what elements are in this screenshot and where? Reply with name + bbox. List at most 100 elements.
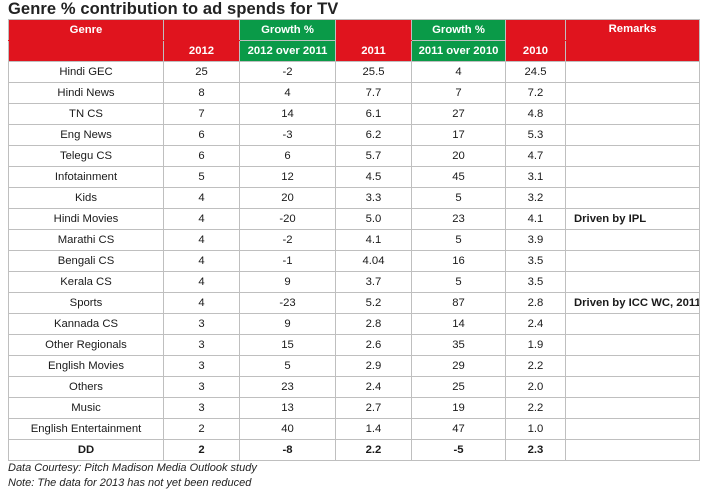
- value-2012-cell: 8: [163, 82, 240, 104]
- genre-cell: Kids: [8, 187, 164, 209]
- growth-2011-cell: 20: [411, 145, 506, 167]
- genre-cell: Kannada CS: [8, 313, 164, 335]
- table-row: Music 3 13 2.7 19 2.2: [8, 397, 700, 419]
- value-2012-cell: 3: [163, 313, 240, 335]
- value-2012-cell: 2: [163, 418, 240, 440]
- growth-2012-cell: 20: [239, 187, 336, 209]
- genre-cell: Hindi GEC: [8, 61, 164, 83]
- growth-2012-cell: 9: [239, 271, 336, 293]
- value-2011-cell: 2.4: [335, 376, 412, 398]
- remarks-cell: [565, 124, 700, 146]
- table-row: Hindi Movies 4 -20 5.0 23 4.1 Driven by IPL: [8, 208, 700, 230]
- value-2012-cell: 4: [163, 250, 240, 272]
- value-2011-cell: 25.5: [335, 61, 412, 83]
- value-2011-cell: 5.7: [335, 145, 412, 167]
- growth-2011-cell: 27: [411, 103, 506, 125]
- page-title: Genre % contribution to ad spends for TV: [8, 0, 339, 18]
- table-row: Bengali CS 4 -1 4.04 16 3.5: [8, 250, 700, 272]
- growth-2012-cell: 9: [239, 313, 336, 335]
- ad-spends-table: Genre Growth % Growth % Remarks 2012 201…: [8, 19, 700, 461]
- value-2010-cell: 3.2: [505, 187, 566, 209]
- growth-2012-cell: -2: [239, 229, 336, 251]
- genre-cell: TN CS: [8, 103, 164, 125]
- value-2010-cell: 3.5: [505, 250, 566, 272]
- header-growth-2012-bottom: 2012 over 2011: [239, 40, 336, 62]
- header-growth-2011-top: Growth %: [411, 19, 506, 41]
- growth-2012-cell: -8: [239, 439, 336, 461]
- table-row: Sports 4 -23 5.2 87 2.8 Driven by ICC WC, 2011: [8, 292, 700, 314]
- data-note: Note: The data for 2013 has not yet been…: [8, 477, 252, 489]
- genre-cell: Hindi News: [8, 82, 164, 104]
- growth-2011-cell: 45: [411, 166, 506, 188]
- header-2012-top: [163, 19, 240, 41]
- growth-2012-cell: 4: [239, 82, 336, 104]
- table-row: English Movies 3 5 2.9 29 2.2: [8, 355, 700, 377]
- table-row: Kannada CS 3 9 2.8 14 2.4: [8, 313, 700, 335]
- value-2012-cell: 7: [163, 103, 240, 125]
- value-2010-cell: 5.3: [505, 124, 566, 146]
- value-2011-cell: 5.0: [335, 208, 412, 230]
- growth-2012-cell: -2: [239, 61, 336, 83]
- table-row: Marathi CS 4 -2 4.1 5 3.9: [8, 229, 700, 251]
- value-2010-cell: 4.8: [505, 103, 566, 125]
- remarks-cell: [565, 271, 700, 293]
- value-2010-cell: 3.5: [505, 271, 566, 293]
- remarks-cell: [565, 397, 700, 419]
- table-row: English Entertainment 2 40 1.4 47 1.0: [8, 418, 700, 440]
- growth-2012-cell: 23: [239, 376, 336, 398]
- genre-cell: Other Regionals: [8, 334, 164, 356]
- value-2010-cell: 2.4: [505, 313, 566, 335]
- header-genre-bottom: [8, 40, 164, 62]
- remarks-cell: [565, 334, 700, 356]
- value-2012-cell: 4: [163, 187, 240, 209]
- value-2011-cell: 1.4: [335, 418, 412, 440]
- header-2011: 2011: [335, 40, 412, 62]
- remarks-cell: [565, 229, 700, 251]
- growth-2011-cell: 16: [411, 250, 506, 272]
- table-row: Eng News 6 -3 6.2 17 5.3: [8, 124, 700, 146]
- remarks-cell: [565, 376, 700, 398]
- header-2011-top: [335, 19, 412, 41]
- remarks-cell: Driven by IPL: [565, 208, 700, 230]
- value-2010-cell: 4.1: [505, 208, 566, 230]
- growth-2011-cell: 14: [411, 313, 506, 335]
- value-2012-cell: 3: [163, 334, 240, 356]
- value-2010-cell: 3.9: [505, 229, 566, 251]
- table-row: Infotainment 5 12 4.5 45 3.1: [8, 166, 700, 188]
- remarks-cell: [565, 61, 700, 83]
- growth-2012-cell: 6: [239, 145, 336, 167]
- growth-2012-cell: 15: [239, 334, 336, 356]
- value-2010-cell: 4.7: [505, 145, 566, 167]
- remarks-cell: [565, 250, 700, 272]
- table-row: Telegu CS 6 6 5.7 20 4.7: [8, 145, 700, 167]
- remarks-cell: Driven by ICC WC, 2011: [565, 292, 700, 314]
- value-2011-cell: 2.6: [335, 334, 412, 356]
- table-row: Kerala CS 4 9 3.7 5 3.5: [8, 271, 700, 293]
- growth-2011-cell: 5: [411, 187, 506, 209]
- growth-2012-cell: -1: [239, 250, 336, 272]
- value-2011-cell: 2.8: [335, 313, 412, 335]
- remarks-cell: [565, 145, 700, 167]
- remarks-cell: [565, 166, 700, 188]
- value-2012-cell: 4: [163, 208, 240, 230]
- value-2010-cell: 2.8: [505, 292, 566, 314]
- growth-2011-cell: 35: [411, 334, 506, 356]
- growth-2011-cell: 29: [411, 355, 506, 377]
- remarks-cell: [565, 439, 700, 461]
- genre-cell: Kerala CS: [8, 271, 164, 293]
- value-2012-cell: 3: [163, 355, 240, 377]
- growth-2012-cell: -23: [239, 292, 336, 314]
- value-2012-cell: 2: [163, 439, 240, 461]
- value-2011-cell: 2.7: [335, 397, 412, 419]
- genre-cell: Marathi CS: [8, 229, 164, 251]
- genre-cell: Hindi Movies: [8, 208, 164, 230]
- value-2010-cell: 7.2: [505, 82, 566, 104]
- remarks-cell: [565, 103, 700, 125]
- value-2011-cell: 6.1: [335, 103, 412, 125]
- header-growth-2012-top: Growth %: [239, 19, 336, 41]
- table-row: Others 3 23 2.4 25 2.0: [8, 376, 700, 398]
- genre-cell: Infotainment: [8, 166, 164, 188]
- header-growth-2011-bottom: 2011 over 2010: [411, 40, 506, 62]
- value-2011-cell: 2.2: [335, 439, 412, 461]
- value-2011-cell: 3.7: [335, 271, 412, 293]
